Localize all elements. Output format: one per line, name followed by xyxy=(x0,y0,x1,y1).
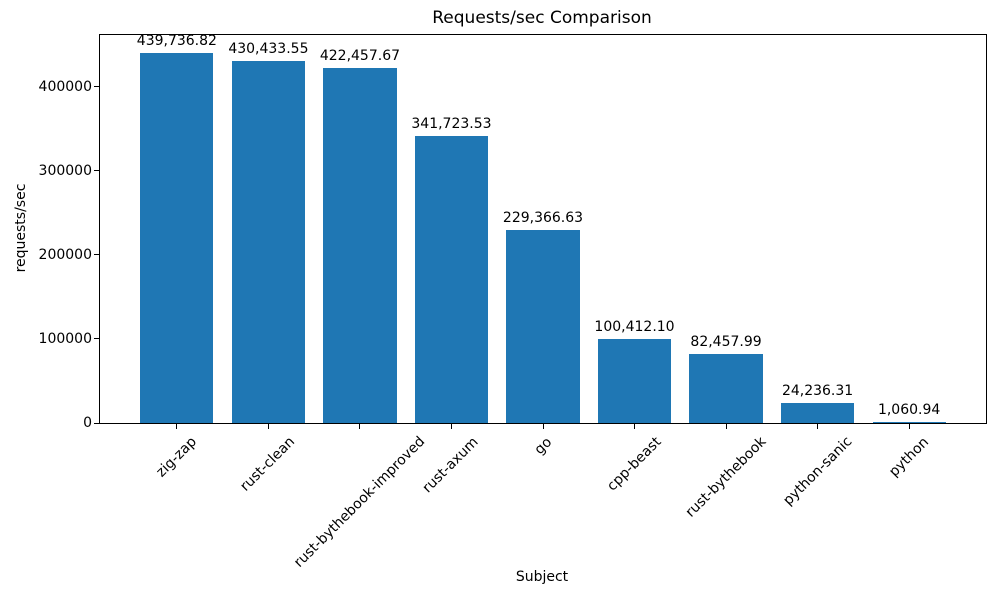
y-tick-mark xyxy=(94,254,100,256)
bar-value-label: 439,736.82 xyxy=(136,33,217,50)
y-tick-label: 100000 xyxy=(38,330,92,347)
bar-rust-clean xyxy=(231,61,306,423)
bar-value-label: 229,366.63 xyxy=(502,210,584,227)
y-tick-mark xyxy=(94,170,100,172)
y-tick-mark xyxy=(94,86,100,88)
bar-value-label: 100,412.10 xyxy=(594,318,675,335)
y-axis-label-text: requests/sec xyxy=(13,183,29,273)
y-tick-label: 200000 xyxy=(38,246,92,263)
x-tick-mark xyxy=(176,423,178,429)
x-tick-label: cpp-beast xyxy=(604,433,665,495)
bar-python xyxy=(872,422,946,423)
bar-value-label: 430,433.55 xyxy=(228,41,309,58)
bar-rust-bythebook-improved xyxy=(323,68,397,423)
bar-cpp-beast xyxy=(597,338,672,423)
bar-value-label: 24,236.31 xyxy=(781,382,854,399)
y-tick-label: 0 xyxy=(83,415,92,431)
chart-title: Requests/sec Comparison xyxy=(432,8,652,28)
x-tick-label: python-sanic xyxy=(779,433,856,510)
x-tick-mark xyxy=(267,423,269,429)
bar-value-label: 82,457.99 xyxy=(690,333,762,350)
x-tick-label: rust-axum xyxy=(419,434,483,497)
x-tick-mark xyxy=(634,423,636,429)
x-tick-label: rust-bythebook xyxy=(682,434,769,521)
y-tick-mark xyxy=(94,338,100,340)
x-tick-label: rust-clean xyxy=(237,433,299,495)
bar-value-label: 422,457.67 xyxy=(319,48,401,64)
x-tick-mark xyxy=(817,423,819,429)
bar-value-label: 1,060.94 xyxy=(877,402,941,418)
x-tick-mark xyxy=(725,423,727,429)
x-axis-label: Subject xyxy=(515,569,569,585)
y-tick-label: 300000 xyxy=(38,162,92,179)
bar-rust-bythebook xyxy=(689,353,763,423)
bar-rust-axum xyxy=(414,135,489,423)
bar-zig-zap xyxy=(140,53,214,423)
x-tick-mark xyxy=(542,423,544,429)
x-tick-label: go xyxy=(531,433,555,458)
y-tick-mark xyxy=(94,422,100,424)
x-tick-label: zig-zap xyxy=(153,433,200,481)
bar-go xyxy=(506,230,580,423)
x-tick-mark xyxy=(450,423,452,429)
x-tick-label: python xyxy=(885,433,932,480)
bar-python-sanic xyxy=(780,402,855,423)
x-tick-label: rust-bythebook-improved xyxy=(290,433,429,572)
bar-value-label: 341,723.53 xyxy=(411,115,492,132)
plot-area: 0 100000 200000 300000 400000 439,736.82 zig-z… xyxy=(39,33,987,571)
x-tick-mark xyxy=(359,423,361,429)
x-tick-mark xyxy=(908,423,910,429)
y-tick-label: 400000 xyxy=(38,78,92,95)
